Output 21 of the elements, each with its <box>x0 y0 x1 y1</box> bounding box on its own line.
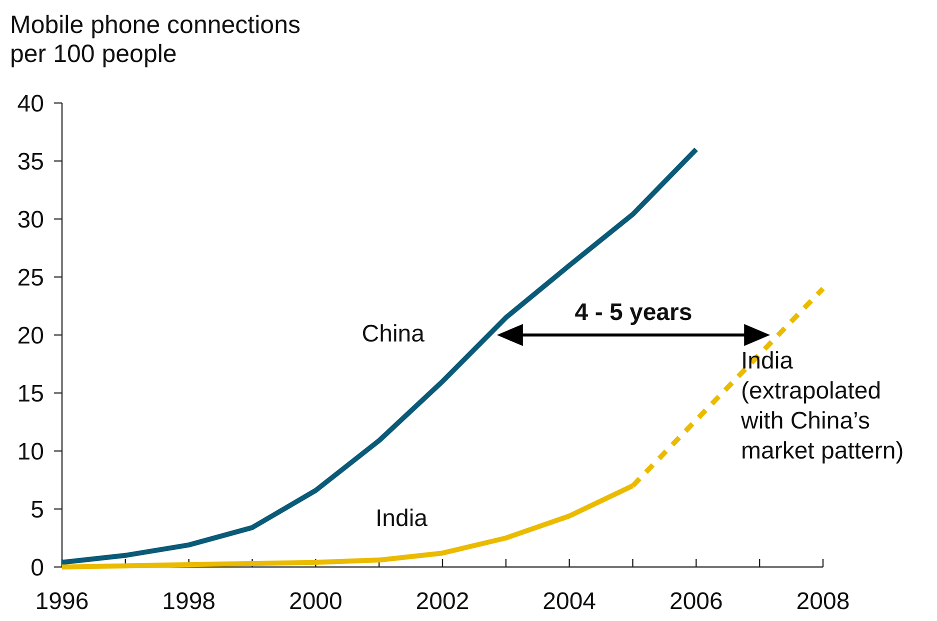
y-tick-label: 15 <box>17 380 44 408</box>
y-tick-label: 10 <box>17 438 44 466</box>
x-tick-label: 2002 <box>416 588 470 615</box>
series-label: India (extrapolated with China’s market pattern) <box>740 348 904 465</box>
x-tick-label: 2004 <box>542 588 596 615</box>
annotation: 4 - 5 years <box>574 299 692 326</box>
y-tick-label: 30 <box>17 206 44 234</box>
x-tick-label: 1996 <box>35 588 89 615</box>
y-tick-label: 25 <box>17 264 44 292</box>
series-label: China <box>362 320 426 348</box>
y-tick-label: 20 <box>17 322 44 350</box>
y-axis-title: Mobile phone connections per 100 people <box>10 11 300 68</box>
y-tick-label: 35 <box>17 148 44 176</box>
x-tick-label: 2006 <box>669 588 723 615</box>
x-tick-label: 2008 <box>796 588 850 615</box>
series-label: India <box>375 505 428 532</box>
y-tick-label: 40 <box>17 90 44 118</box>
x-tick-label: 1998 <box>162 588 216 615</box>
x-tick-label: 2000 <box>288 588 342 615</box>
y-tick-label: 5 <box>30 496 44 524</box>
y-tick-label: 0 <box>30 554 44 582</box>
